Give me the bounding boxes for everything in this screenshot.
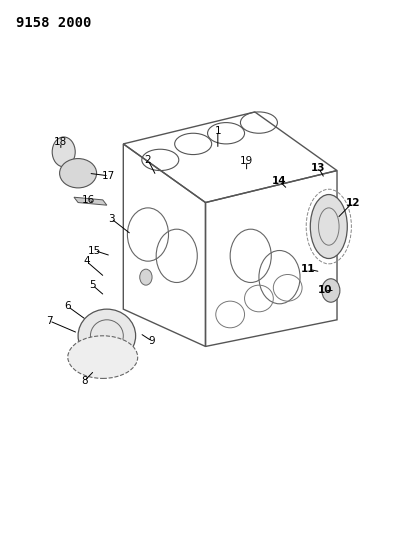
Text: 5: 5 <box>89 280 96 290</box>
Text: 17: 17 <box>102 171 115 181</box>
Text: 18: 18 <box>54 138 67 147</box>
Text: 8: 8 <box>81 376 88 386</box>
Text: 6: 6 <box>65 302 71 311</box>
Ellipse shape <box>68 336 138 378</box>
Text: 9158 2000: 9158 2000 <box>16 16 92 30</box>
Text: 11: 11 <box>301 264 316 274</box>
Text: 3: 3 <box>108 214 114 223</box>
Circle shape <box>52 137 75 167</box>
Text: 14: 14 <box>272 176 287 186</box>
Text: 13: 13 <box>311 163 326 173</box>
Circle shape <box>140 269 152 285</box>
Circle shape <box>322 279 340 302</box>
Text: 10: 10 <box>317 286 332 295</box>
Text: 7: 7 <box>46 316 53 326</box>
Text: 16: 16 <box>82 195 95 205</box>
Text: 2: 2 <box>145 155 151 165</box>
Text: 15: 15 <box>88 246 101 255</box>
Ellipse shape <box>310 195 347 259</box>
Ellipse shape <box>60 158 97 188</box>
Text: 1: 1 <box>215 126 221 135</box>
Text: 12: 12 <box>345 198 360 207</box>
Text: 4: 4 <box>83 256 90 266</box>
Ellipse shape <box>78 309 136 362</box>
Polygon shape <box>74 197 107 205</box>
Text: 19: 19 <box>240 156 253 166</box>
Text: 9: 9 <box>149 336 155 346</box>
